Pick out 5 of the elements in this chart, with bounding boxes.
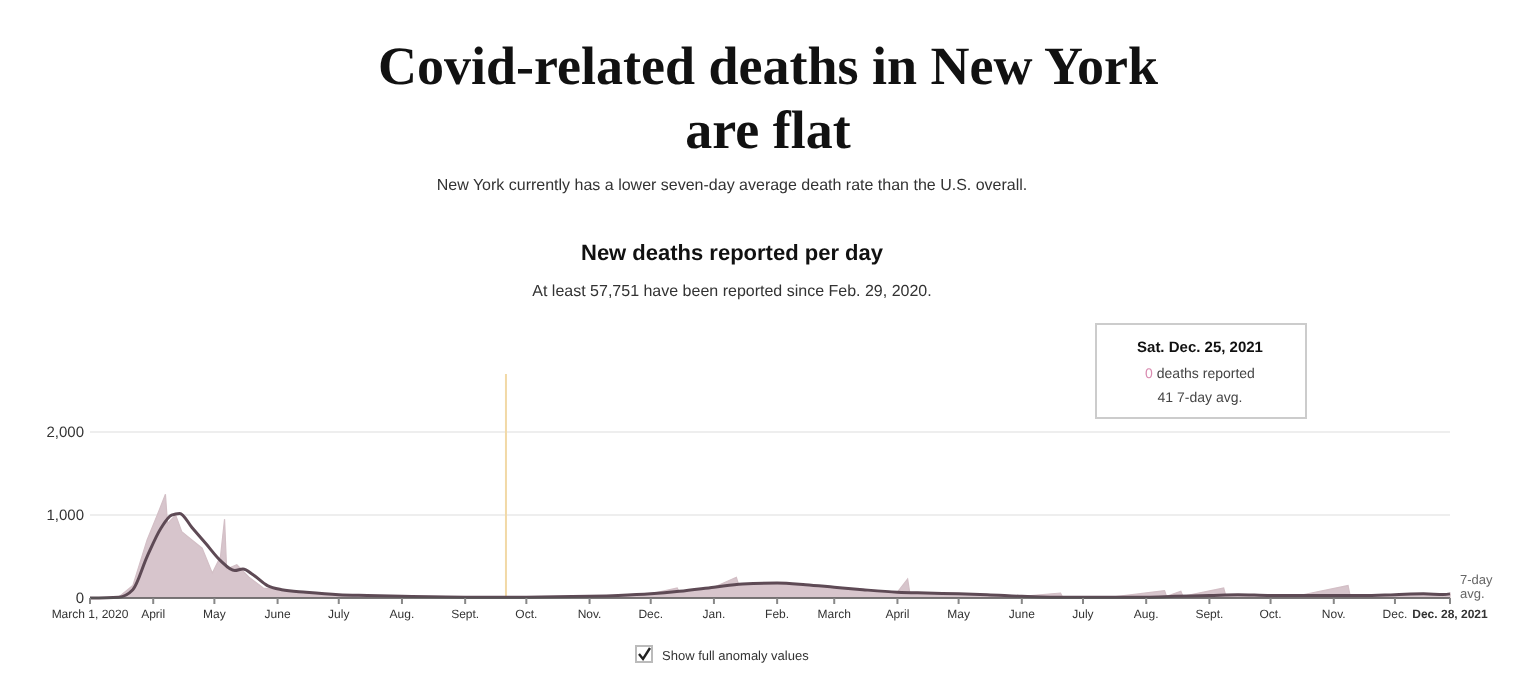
chart-subtitle: New York currently has a lower seven-day average death rate than the U.S. overall.	[436, 176, 1028, 194]
chart-title: Covid-related deaths in New York are flat	[378, 36, 1158, 160]
text: At least 57,751 have been reported since Feb. 29, 2020.	[532, 282, 932, 300]
line-series	[88, 511, 1452, 600]
text: New deaths reported per day	[581, 242, 885, 266]
